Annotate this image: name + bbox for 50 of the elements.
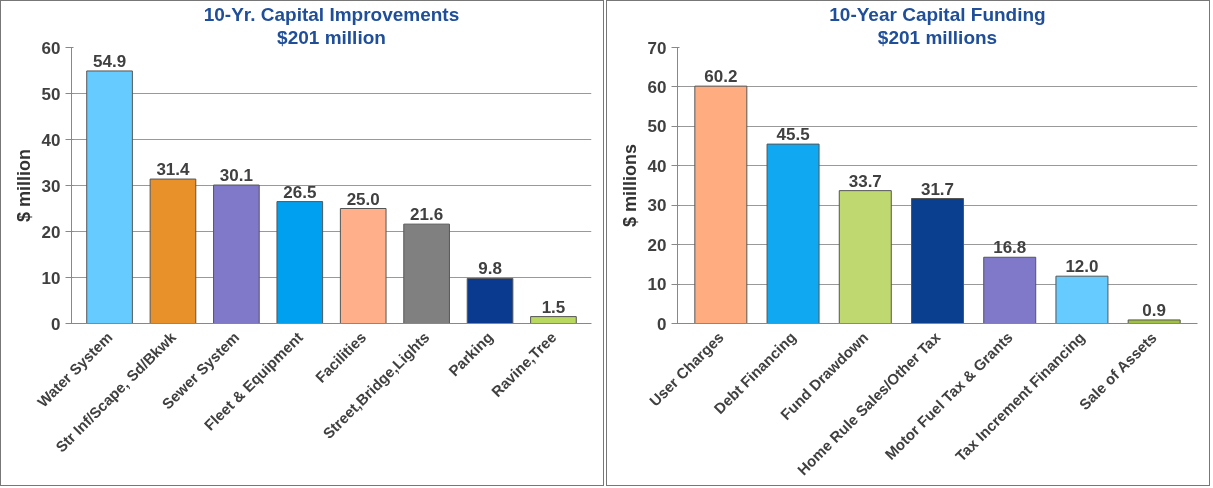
y-tick-label: 10 <box>647 275 667 295</box>
y-tick-label: 30 <box>647 196 667 216</box>
y-tick-label: 40 <box>647 156 667 176</box>
chart-subtitle: $201 millions <box>877 26 998 48</box>
y-tick-label: 50 <box>647 117 667 137</box>
y-tick-label: 50 <box>41 84 61 104</box>
bar <box>339 208 387 324</box>
y-tick-label: 10 <box>41 268 61 288</box>
data-label: 45.5 <box>776 125 810 145</box>
data-label: 16.8 <box>993 238 1027 258</box>
y-tick-label: 40 <box>41 130 61 150</box>
bar <box>149 178 197 324</box>
data-label: 33.7 <box>848 171 882 191</box>
bar <box>1127 319 1181 324</box>
bar <box>466 277 514 324</box>
data-label: 54.9 <box>93 51 127 71</box>
y-tick-label: 60 <box>41 38 61 58</box>
chart-subtitle: $201 million <box>277 26 386 48</box>
bar <box>86 70 133 324</box>
y-tick-label: 0 <box>51 314 61 334</box>
bar <box>911 198 964 324</box>
chart-title: 10-Yr. Capital Improvements <box>203 3 460 25</box>
bar <box>530 316 577 324</box>
y-tick-label: 20 <box>647 235 667 255</box>
y-tick-label: 20 <box>41 222 61 242</box>
data-label: 31.4 <box>156 160 191 180</box>
bar <box>838 190 892 324</box>
y-tick-label: 70 <box>647 38 667 58</box>
data-label: 25.0 <box>346 189 380 209</box>
y-axis-title: $ millions <box>619 143 640 228</box>
data-label: 12.0 <box>1065 257 1099 277</box>
bar <box>276 201 324 324</box>
y-axis-title: $ million <box>13 148 34 223</box>
bar <box>983 256 1037 324</box>
bar <box>1055 275 1109 324</box>
y-tick-label: 30 <box>41 176 61 196</box>
data-label: 31.7 <box>920 179 955 199</box>
data-label: 30.1 <box>219 166 253 186</box>
data-label: 1.5 <box>541 297 566 317</box>
bar <box>766 143 820 324</box>
y-tick-label: 60 <box>647 77 667 97</box>
data-label: 26.5 <box>283 182 317 202</box>
data-label: 60.2 <box>704 67 738 87</box>
y-tick-label: 0 <box>657 314 667 334</box>
data-label: 0.9 <box>1142 300 1166 320</box>
bar <box>213 184 260 324</box>
chart-title: 10-Year Capital Funding <box>829 3 1046 25</box>
data-label: 9.8 <box>478 259 502 279</box>
bar <box>694 85 748 324</box>
data-label: 21.6 <box>410 205 444 225</box>
